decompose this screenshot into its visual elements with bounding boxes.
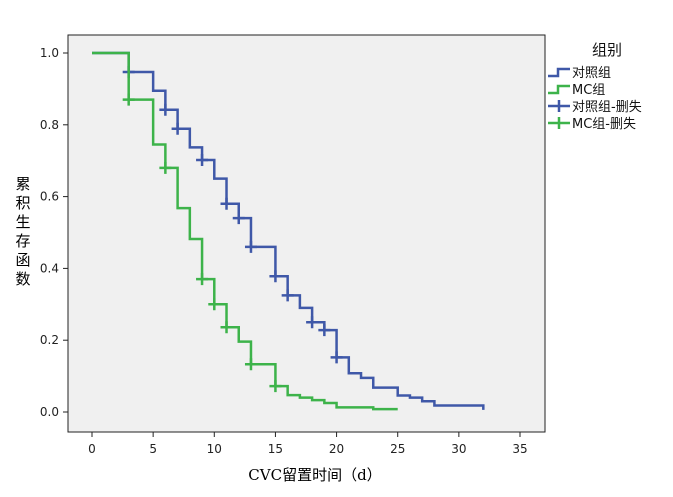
censor-mark [330,351,343,364]
censor-mark [220,197,233,210]
censor-mark [159,161,172,174]
legend-title: 组别 [592,41,622,59]
legend-entry: 对照组-删失 [572,100,642,115]
censor-mark [244,240,257,253]
censor-mark [159,103,172,116]
censor-mark [196,153,209,166]
x-tick-label: 20 [329,442,344,456]
legend-entry: MC组 [572,83,605,98]
censor-mark [269,380,282,393]
y-tick-label: 0.0 [40,405,59,419]
x-tick-label: 10 [207,442,222,456]
legend-censor-icon [548,100,570,112]
legend-step-icon [548,84,570,95]
legend-censor-icon [548,117,570,129]
legend-entry: MC组-删失 [572,117,636,132]
censor-mark [244,358,257,371]
y-tick-label: 0.6 [40,190,59,204]
y-tick-label: 0.4 [40,261,59,275]
x-tick-label: 30 [451,442,466,456]
x-tick-label: 25 [390,442,405,456]
x-tick-label: 15 [268,442,283,456]
censor-mark [318,324,331,337]
x-axis-label: CVC留置时间（d） [248,466,382,484]
censor-mark [281,289,294,302]
x-tick-label: 5 [149,442,157,456]
y-axis-label: 累积生存函数 [15,175,31,288]
legend-step-icon [548,67,570,78]
censor-mark [232,212,245,225]
censor-mark [269,270,282,283]
y-tick-label: 0.8 [40,118,59,132]
y-tick-label: 0.2 [40,333,59,347]
censor-mark [122,93,135,106]
x-tick-label: 0 [88,442,96,456]
legend-entry: 对照组 [572,66,611,81]
censor-mark [220,321,233,334]
plot-area [67,34,546,433]
censor-mark [196,273,209,286]
x-tick-label: 35 [512,442,527,456]
censor-mark [171,122,184,135]
y-tick-label: 1.0 [40,46,59,60]
censor-mark [208,298,221,311]
censor-mark [306,316,319,329]
